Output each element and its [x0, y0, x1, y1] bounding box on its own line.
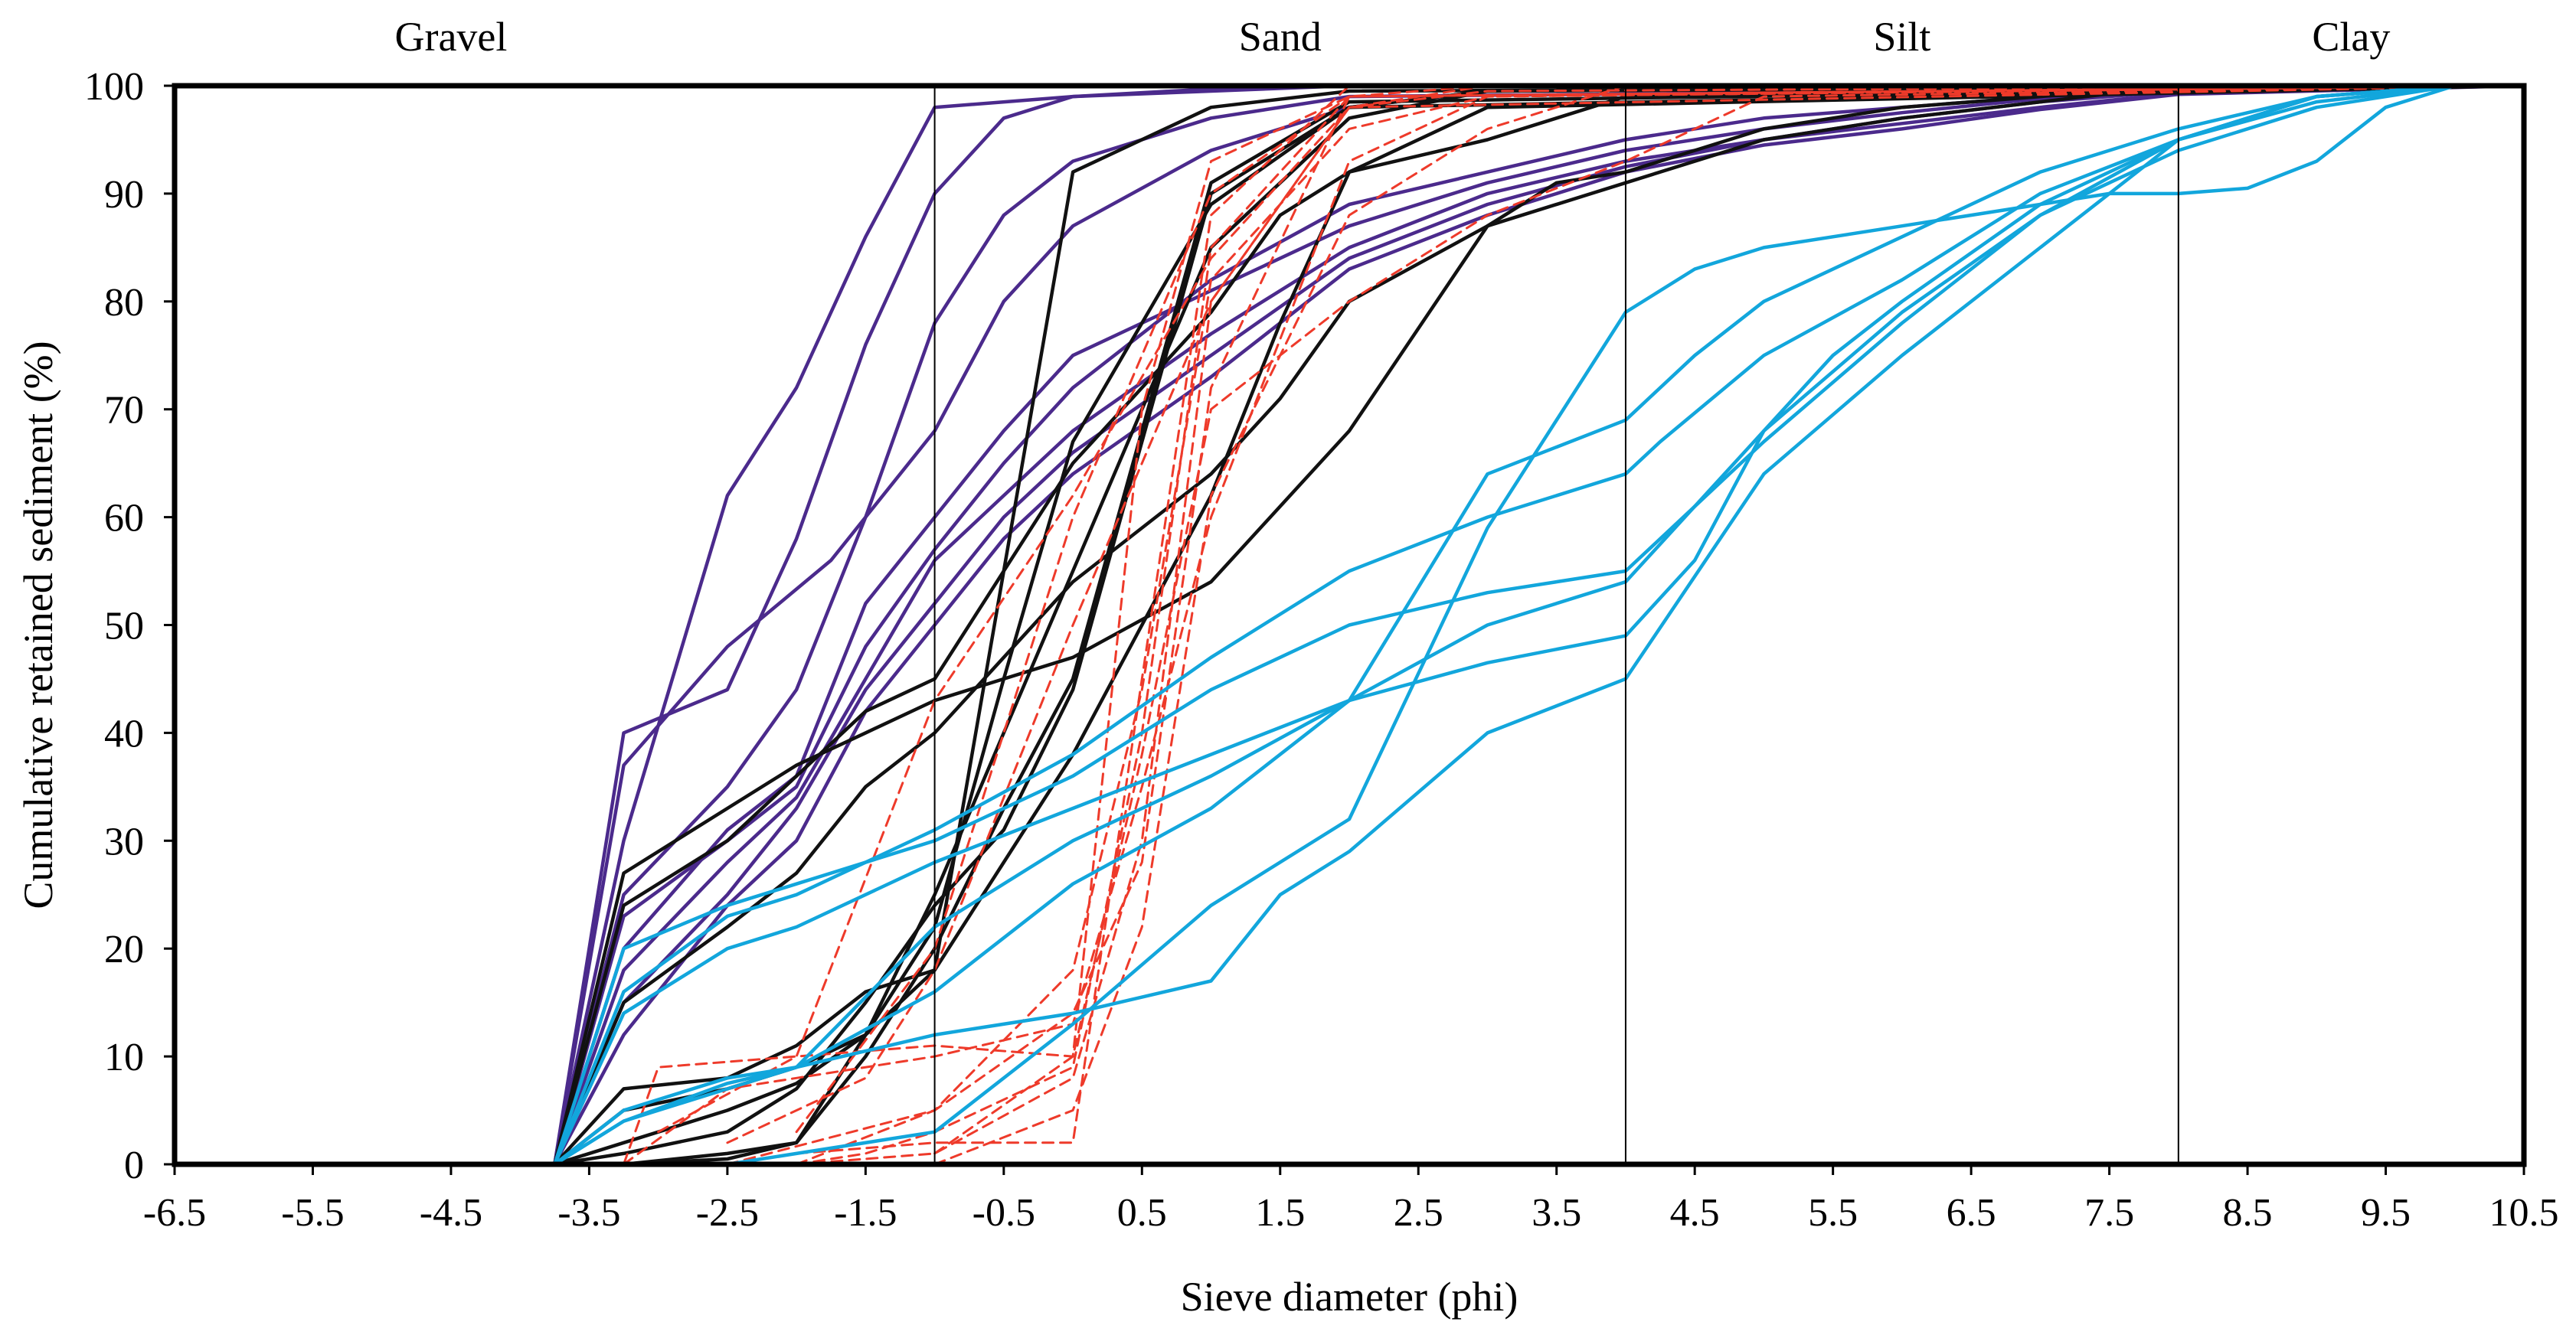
- y-tick-label: 0: [124, 1144, 144, 1187]
- series-layer: [553, 83, 2526, 1167]
- series-line-red-29: [933, 84, 2525, 1166]
- series-line-black-15: [553, 83, 2526, 1167]
- x-tick-label: 9.5: [2361, 1191, 2411, 1235]
- x-tick-label: 4.5: [1670, 1191, 1720, 1235]
- y-tick-label: 30: [104, 820, 144, 863]
- x-tick-label: -6.5: [143, 1191, 206, 1235]
- class-label-silt: Silt: [1873, 14, 1930, 60]
- x-tick-label: 1.5: [1255, 1191, 1305, 1235]
- series-line-purple-8: [553, 83, 2526, 1167]
- series-line-blue-37: [553, 83, 2526, 1167]
- series-line-red-23: [795, 84, 2525, 1155]
- x-tick-label: -2.5: [696, 1191, 759, 1235]
- series-line-red-30: [933, 84, 2525, 1155]
- x-tick-label: 0.5: [1117, 1191, 1167, 1235]
- series-line-red-28: [795, 84, 2525, 1166]
- y-tick-label: 100: [84, 65, 144, 109]
- x-tick-label: 2.5: [1394, 1191, 1443, 1235]
- series-line-red-25: [726, 84, 2525, 1144]
- series-line-blue-36: [553, 83, 2526, 1167]
- series-line-black-11: [553, 83, 2526, 1167]
- series-line-red-27: [657, 84, 2525, 1134]
- class-label-gravel: Gravel: [394, 14, 507, 60]
- series-line-purple-7: [553, 83, 2526, 1167]
- y-axis-title: Cumulative retained sediment (%): [15, 341, 61, 909]
- x-tick-label: -1.5: [834, 1191, 897, 1235]
- grain-size-classes: Gravel Sand Silt Clay: [394, 14, 2390, 60]
- series-line-red-22: [795, 84, 2525, 1166]
- class-label-clay: Clay: [2312, 14, 2390, 60]
- axis-ticks: -6.5 -5.5 -4.5 -3.5 -2.5 -1.5 -0.5 0.5 1.5 2.5 3.5…: [84, 65, 2559, 1235]
- y-tick-label: 50: [104, 605, 144, 648]
- x-axis-title: Sieve diameter (phi): [1181, 1274, 1518, 1320]
- class-boundaries: [933, 86, 2179, 1164]
- class-label-sand: Sand: [1239, 14, 1322, 60]
- y-tick-label: 90: [104, 173, 144, 217]
- y-tick-label: 80: [104, 281, 144, 325]
- series-line-black-10: [553, 83, 2526, 1167]
- x-tick-label: -3.5: [557, 1191, 620, 1235]
- x-tick-label: 7.5: [2084, 1191, 2134, 1235]
- x-tick-label: 3.5: [1532, 1191, 1581, 1235]
- series-line-black-18: [553, 83, 2526, 1167]
- y-tick-label: 60: [104, 497, 144, 540]
- y-tick-label: 70: [104, 389, 144, 432]
- y-tick-label: 20: [104, 928, 144, 971]
- series-line-red-21: [795, 84, 2525, 1166]
- x-tick-label: 5.5: [1808, 1191, 1858, 1235]
- series-line-black-12: [553, 83, 2526, 1167]
- x-tick-label: 10.5: [2489, 1191, 2559, 1235]
- x-tick-label: 8.5: [2223, 1191, 2273, 1235]
- y-tick-label: 40: [104, 712, 144, 756]
- x-tick-label: 6.5: [1947, 1191, 1996, 1235]
- x-tick-label: -4.5: [420, 1191, 482, 1235]
- series-line-red-19: [623, 84, 2525, 1166]
- y-tick-label: 10: [104, 1036, 144, 1079]
- series-line-black-13: [553, 83, 2526, 1167]
- x-tick-label: -5.5: [281, 1191, 344, 1235]
- series-line-purple-9: [553, 83, 2526, 1167]
- series-line-blue-35: [553, 83, 2526, 1167]
- x-tick-label: -0.5: [973, 1191, 1035, 1235]
